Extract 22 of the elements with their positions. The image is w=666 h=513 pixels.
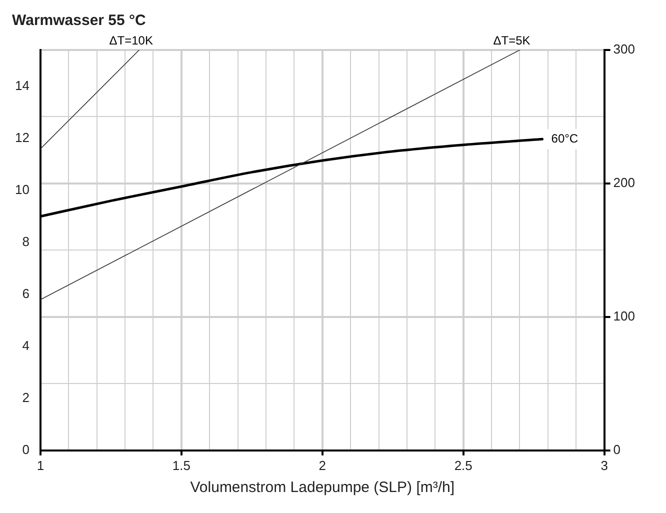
- x-tick-label: 1: [36, 458, 44, 473]
- y2-tick-label: 100: [613, 308, 636, 324]
- y-tick-label: 12: [14, 130, 30, 145]
- x-tick-label: 2.5: [454, 458, 472, 473]
- y-tick-label: 0: [22, 442, 30, 457]
- y-tick-label: 14: [14, 78, 30, 93]
- y2-tick-label: 0: [613, 442, 621, 457]
- y-tick-label: 2: [22, 390, 30, 405]
- y2-tick-label: 300: [613, 42, 636, 57]
- series-label: ΔT=5K: [493, 33, 530, 48]
- y2-tick-label: 200: [613, 175, 636, 190]
- x-axis-title: Volumenstrom Ladepumpe (SLP) [m³/h]: [190, 479, 455, 496]
- chart-title: Warmwasser 55 °C: [12, 12, 146, 30]
- series-label: 60°C: [551, 131, 578, 146]
- series-label: ΔT=10K: [109, 33, 153, 48]
- y-tick-label: 10: [14, 182, 30, 197]
- x-tick-label: 2: [318, 458, 326, 473]
- y-tick-label: 6: [22, 286, 30, 301]
- x-tick-label: 3: [600, 458, 608, 473]
- x-tick-label: 1.5: [172, 458, 190, 473]
- y-tick-label: 4: [22, 338, 30, 353]
- y-tick-label: 8: [22, 234, 30, 249]
